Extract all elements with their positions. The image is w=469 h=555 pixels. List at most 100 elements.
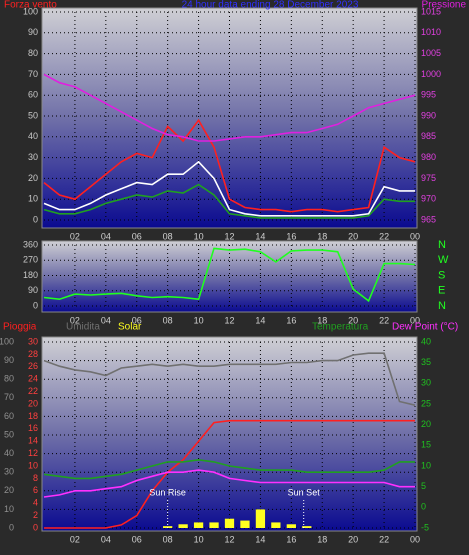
- x-tick-label: 08: [163, 231, 173, 241]
- x-tick-label: 00: [410, 534, 420, 544]
- y2-tick-label: 25: [421, 398, 431, 408]
- x-tick-label: 08: [163, 315, 173, 325]
- y-tick-label: 40: [4, 448, 14, 458]
- x-tick-label: 20: [348, 534, 358, 544]
- x-tick-label: 10: [194, 534, 204, 544]
- x-tick-label: 00: [410, 315, 420, 325]
- y2-tick-label: N: [438, 239, 446, 251]
- solar-bar: [302, 526, 312, 528]
- y-tick-label: 60: [4, 411, 14, 421]
- x-tick-label: 18: [317, 231, 327, 241]
- y2-tick-label: 30: [421, 378, 431, 388]
- y2-tick-label: 5: [421, 481, 426, 491]
- y2-tick-label: W: [438, 254, 449, 266]
- y3-tick-label: 20: [28, 398, 38, 408]
- y2-tick-label: 990: [421, 110, 436, 120]
- y2-tick-label: 1005: [421, 48, 441, 58]
- solar-bar: [209, 522, 219, 528]
- y3-tick-label: 18: [28, 411, 38, 421]
- y3-tick-label: 10: [28, 460, 38, 470]
- y-tick-label: 20: [4, 485, 14, 495]
- y3-tick-label: 8: [33, 473, 38, 483]
- x-tick-label: 14: [255, 315, 265, 325]
- legend-entry: Temperatura: [312, 322, 369, 333]
- x-tick-label: 02: [70, 231, 80, 241]
- y2-tick-label: -5: [421, 522, 429, 532]
- y2-tick-label: 995: [421, 90, 436, 100]
- y3-tick-label: 24: [28, 374, 38, 384]
- y-tick-label: 80: [4, 374, 14, 384]
- series-line: [44, 419, 415, 529]
- solar-bar: [271, 522, 281, 528]
- series-line: [43, 458, 415, 480]
- y3-tick-label: 0: [33, 522, 38, 532]
- y3-tick-label: 6: [33, 485, 38, 495]
- y-tick-label: 50: [4, 429, 14, 439]
- x-tick-label: 20: [348, 231, 358, 241]
- y-tick-label: 90: [28, 27, 38, 37]
- x-tick-label: 08: [163, 534, 173, 544]
- y2-tick-label: E: [438, 285, 445, 297]
- y3-tick-label: 2: [33, 510, 38, 520]
- y-tick-label: 50: [28, 110, 38, 120]
- y-tick-label: 10: [4, 504, 14, 514]
- solar-bar: [255, 509, 266, 528]
- x-tick-label: 06: [132, 315, 142, 325]
- series-line: [43, 247, 416, 303]
- x-tick-label: 22: [379, 231, 389, 241]
- y-tick-label: 40: [28, 131, 38, 141]
- y-tick-label: 30: [4, 467, 14, 477]
- x-tick-label: 18: [317, 534, 327, 544]
- y2-tick-label: 0: [421, 502, 426, 512]
- y-tick-label: 80: [28, 48, 38, 58]
- x-tick-label: 10: [194, 231, 204, 241]
- y-tick-label: 0: [33, 300, 38, 310]
- y2-tick-label: 20: [421, 419, 431, 429]
- x-tick-label: 12: [224, 231, 234, 241]
- series-line: [43, 118, 416, 213]
- y3-tick-label: 4: [33, 498, 38, 508]
- x-tick-label: 06: [132, 534, 142, 544]
- y3-tick-label: 12: [28, 448, 38, 458]
- y2-tick-label: S: [438, 269, 445, 281]
- x-tick-label: 20: [348, 315, 358, 325]
- y2-tick-label: 1015: [421, 6, 441, 16]
- y-tick-label: 70: [28, 69, 38, 79]
- y-tick-label: 100: [0, 336, 14, 346]
- series-line: [43, 183, 415, 219]
- x-tick-label: 06: [132, 231, 142, 241]
- legend-entry: Pressione: [422, 0, 467, 11]
- annotation: Sun Rise: [149, 487, 186, 497]
- solar-bar: [193, 522, 204, 528]
- y2-tick-label: 980: [421, 152, 436, 162]
- y-tick-label: 360: [23, 239, 38, 249]
- legend-entry: Dew Point (°C): [392, 322, 458, 333]
- x-tick-label: 18: [317, 315, 327, 325]
- y3-tick-label: 16: [28, 423, 38, 433]
- x-tick-label: 22: [379, 315, 389, 325]
- y-tick-label: 180: [23, 270, 38, 280]
- y-tick-label: 70: [4, 392, 14, 402]
- y-tick-label: 30: [28, 152, 38, 162]
- y-tick-label: 270: [23, 255, 38, 265]
- y-tick-label: 20: [28, 173, 38, 183]
- y-tick-label: 60: [28, 90, 38, 100]
- x-tick-label: 02: [70, 534, 80, 544]
- x-tick-label: 04: [101, 315, 111, 325]
- legend-entry: Solar: [118, 322, 142, 333]
- y2-tick-label: 1000: [421, 69, 441, 79]
- y2-tick-label: 975: [421, 173, 436, 183]
- y3-tick-label: 28: [28, 349, 38, 359]
- x-tick-label: 12: [224, 534, 234, 544]
- y2-tick-label: 15: [421, 440, 431, 450]
- x-tick-label: 04: [101, 231, 111, 241]
- y3-tick-label: 30: [28, 336, 38, 346]
- y-tick-label: 0: [9, 522, 14, 532]
- y-tick-label: 10: [28, 194, 38, 204]
- x-tick-label: 02: [70, 315, 80, 325]
- x-tick-label: 16: [286, 315, 296, 325]
- plot-background: [41, 240, 418, 313]
- solar-bar: [286, 524, 296, 528]
- series-line: [43, 73, 416, 142]
